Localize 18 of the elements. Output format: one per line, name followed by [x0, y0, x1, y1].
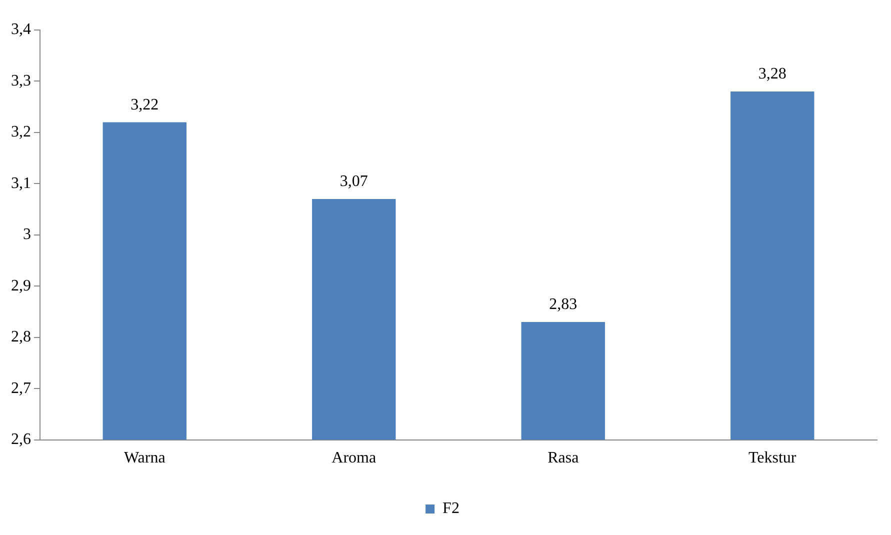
data-label: 3,07	[340, 173, 368, 190]
y-tick-label: 3,3	[11, 72, 31, 90]
y-tick-label: 2,6	[11, 431, 31, 448]
x-tick-label: Tekstur	[748, 450, 797, 467]
y-tick-label: 2,9	[11, 277, 31, 294]
x-tick-label: Aroma	[332, 450, 376, 467]
y-tick-label: 3,2	[11, 124, 31, 141]
y-tick-label: 3	[23, 226, 31, 244]
y-tick-label: 3,4	[11, 21, 31, 38]
data-label: 2,83	[549, 296, 578, 314]
y-tick-label: 2,7	[11, 380, 31, 397]
data-label: 3,22	[130, 96, 159, 114]
data-label: 3,28	[758, 66, 786, 83]
y-tick-label: 3,1	[11, 174, 31, 192]
legend-label: F2	[442, 500, 460, 518]
x-tick-label: Rasa	[548, 450, 579, 467]
y-tick-label: 2,8	[11, 328, 31, 346]
x-tick-label: Warna	[124, 450, 166, 467]
